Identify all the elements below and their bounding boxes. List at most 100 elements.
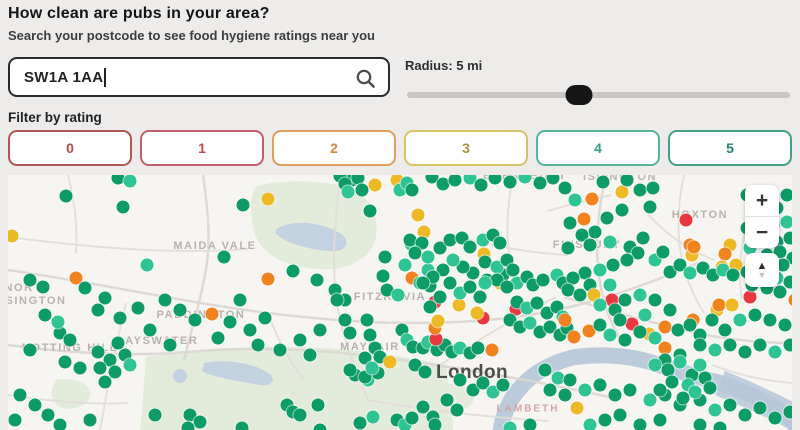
pub-marker[interactable] bbox=[251, 338, 265, 352]
pub-marker[interactable] bbox=[235, 421, 249, 430]
pub-marker[interactable] bbox=[708, 403, 722, 417]
pub-marker[interactable] bbox=[425, 175, 439, 184]
pub-marker[interactable] bbox=[563, 373, 577, 387]
pub-marker[interactable] bbox=[636, 231, 650, 245]
pub-marker[interactable] bbox=[313, 423, 327, 430]
pub-marker[interactable] bbox=[503, 421, 517, 430]
pub-marker[interactable] bbox=[582, 324, 596, 338]
pub-marker[interactable] bbox=[656, 245, 670, 259]
pub-marker[interactable] bbox=[474, 178, 488, 192]
pub-marker[interactable] bbox=[148, 408, 162, 422]
pub-marker[interactable] bbox=[431, 314, 445, 328]
pub-marker[interactable] bbox=[593, 298, 607, 312]
pub-marker[interactable] bbox=[613, 313, 627, 327]
pub-marker[interactable] bbox=[783, 405, 792, 419]
pub-marker[interactable] bbox=[205, 307, 219, 321]
pub-marker[interactable] bbox=[478, 255, 492, 269]
pub-marker[interactable] bbox=[51, 315, 65, 329]
pub-marker[interactable] bbox=[523, 418, 537, 430]
search-input[interactable]: SW1A 1AA bbox=[8, 57, 390, 97]
pub-marker[interactable] bbox=[570, 401, 584, 415]
pub-marker[interactable] bbox=[679, 213, 693, 227]
pub-marker[interactable] bbox=[738, 345, 752, 359]
pub-marker[interactable] bbox=[470, 306, 484, 320]
pub-marker[interactable] bbox=[726, 268, 740, 282]
pub-marker[interactable] bbox=[598, 413, 612, 427]
pub-marker[interactable] bbox=[671, 323, 685, 337]
pub-marker[interactable] bbox=[440, 393, 454, 407]
pub-marker[interactable] bbox=[453, 286, 467, 300]
slider-track[interactable] bbox=[407, 92, 790, 98]
pub-marker[interactable] bbox=[111, 175, 125, 185]
pub-marker[interactable] bbox=[608, 388, 622, 402]
pub-marker[interactable] bbox=[363, 204, 377, 218]
pub-marker[interactable] bbox=[723, 338, 737, 352]
pub-marker[interactable] bbox=[683, 266, 697, 280]
pub-marker[interactable] bbox=[123, 175, 137, 188]
pub-marker[interactable] bbox=[390, 175, 404, 187]
pub-marker[interactable] bbox=[23, 343, 37, 357]
pub-marker[interactable] bbox=[103, 353, 117, 367]
pub-marker[interactable] bbox=[729, 258, 743, 272]
pub-marker[interactable] bbox=[513, 320, 527, 334]
pub-marker[interactable] bbox=[223, 315, 237, 329]
pub-marker[interactable] bbox=[603, 278, 617, 292]
pub-marker[interactable] bbox=[368, 178, 382, 192]
pub-marker[interactable] bbox=[676, 391, 690, 405]
pub-marker[interactable] bbox=[193, 415, 207, 429]
pub-marker[interactable] bbox=[510, 295, 524, 309]
pub-marker[interactable] bbox=[733, 313, 747, 327]
pub-marker[interactable] bbox=[593, 318, 607, 332]
pub-marker[interactable] bbox=[693, 358, 707, 372]
pub-marker[interactable] bbox=[13, 388, 27, 402]
pub-marker[interactable] bbox=[708, 343, 722, 357]
rating-button-4[interactable]: 4 bbox=[536, 130, 660, 166]
pub-marker[interactable] bbox=[405, 183, 419, 197]
pub-marker[interactable] bbox=[452, 298, 466, 312]
pub-marker[interactable] bbox=[716, 263, 730, 277]
pub-marker[interactable] bbox=[633, 325, 647, 339]
pub-marker[interactable] bbox=[69, 271, 83, 285]
pub-marker[interactable] bbox=[343, 363, 357, 377]
pub-marker[interactable] bbox=[763, 313, 777, 327]
pub-marker[interactable] bbox=[261, 272, 275, 286]
pub-marker[interactable] bbox=[643, 393, 657, 407]
pub-marker[interactable] bbox=[8, 229, 19, 243]
pub-marker[interactable] bbox=[780, 188, 792, 202]
pub-marker[interactable] bbox=[28, 398, 42, 412]
pub-marker[interactable] bbox=[111, 336, 125, 350]
pub-marker[interactable] bbox=[703, 381, 717, 395]
pub-marker[interactable] bbox=[485, 343, 499, 357]
pub-marker[interactable] bbox=[615, 203, 629, 217]
pub-marker[interactable] bbox=[600, 211, 614, 225]
pub-marker[interactable] bbox=[53, 326, 67, 340]
pub-marker[interactable] bbox=[633, 183, 647, 197]
pub-marker[interactable] bbox=[783, 231, 792, 245]
pub-marker[interactable] bbox=[496, 378, 510, 392]
pub-marker[interactable] bbox=[353, 416, 367, 430]
pub-marker[interactable] bbox=[646, 181, 660, 195]
pub-marker[interactable] bbox=[688, 385, 702, 399]
pub-marker[interactable] bbox=[788, 293, 792, 307]
pub-marker[interactable] bbox=[723, 398, 737, 412]
pub-marker[interactable] bbox=[360, 313, 374, 327]
pub-marker[interactable] bbox=[605, 293, 619, 307]
pub-marker[interactable] bbox=[663, 265, 677, 279]
pub-marker[interactable] bbox=[663, 303, 677, 317]
pub-marker[interactable] bbox=[718, 323, 732, 337]
pub-marker[interactable] bbox=[577, 212, 591, 226]
pub-marker[interactable] bbox=[490, 260, 504, 274]
pub-marker[interactable] bbox=[693, 338, 707, 352]
pub-marker[interactable] bbox=[391, 288, 405, 302]
pub-marker[interactable] bbox=[466, 383, 480, 397]
pub-marker[interactable] bbox=[665, 375, 679, 389]
pub-marker[interactable] bbox=[83, 413, 97, 427]
pub-marker[interactable] bbox=[358, 351, 372, 365]
pub-marker[interactable] bbox=[403, 233, 417, 247]
pub-marker[interactable] bbox=[365, 361, 379, 375]
radius-slider[interactable] bbox=[405, 85, 792, 105]
pub-marker[interactable] bbox=[558, 313, 572, 327]
pub-marker[interactable] bbox=[510, 276, 524, 290]
rating-button-3[interactable]: 3 bbox=[404, 130, 528, 166]
pub-marker[interactable] bbox=[706, 268, 720, 282]
